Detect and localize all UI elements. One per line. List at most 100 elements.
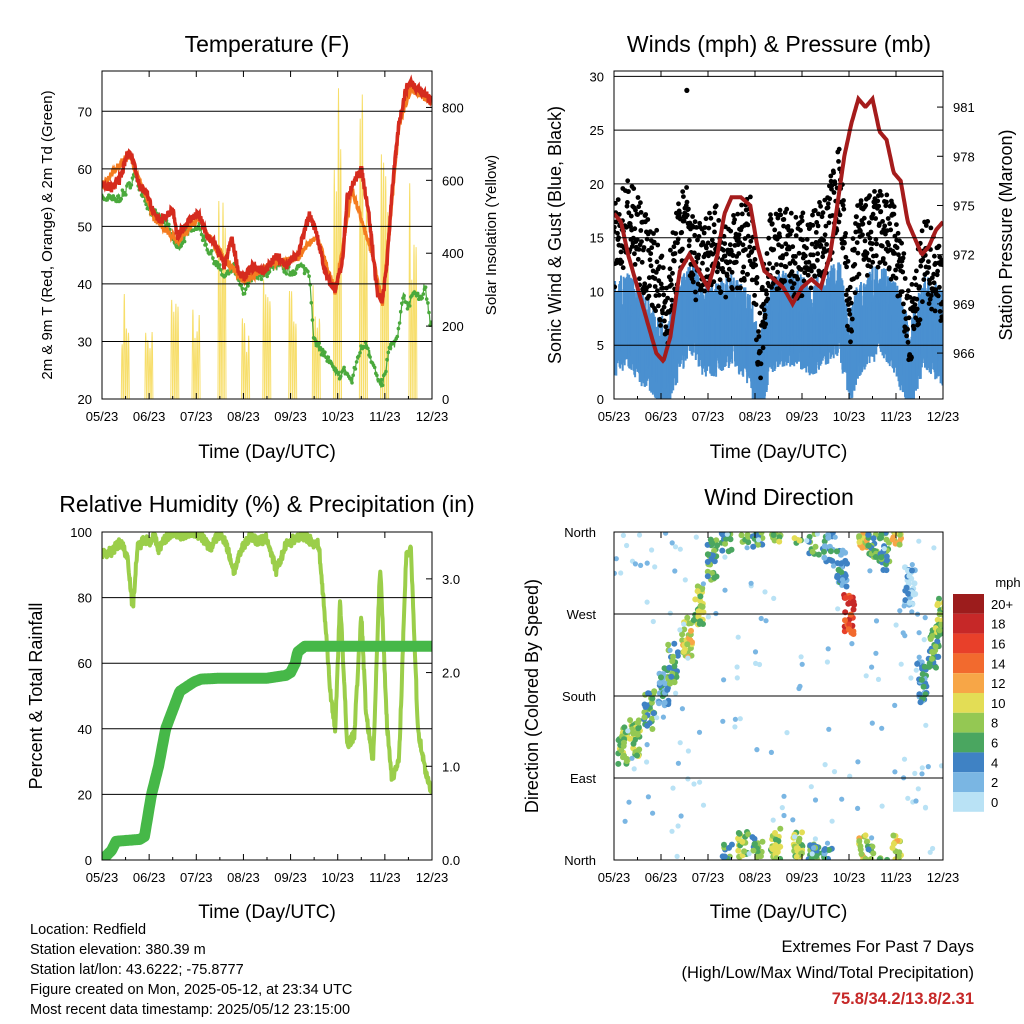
speed-legend-label: 4	[991, 755, 998, 770]
direction-point-calm	[691, 781, 697, 787]
direction-point-calm	[675, 760, 682, 766]
direction-point-calm	[744, 545, 750, 551]
gust-point	[873, 253, 879, 259]
gust-point	[856, 223, 861, 229]
gust-point	[914, 296, 920, 302]
direction-point-calm	[638, 562, 644, 569]
direction-xtick-label: 10/23	[833, 870, 866, 885]
gust-point	[767, 261, 772, 266]
gust-point	[672, 251, 678, 256]
gust-point	[820, 254, 826, 260]
direction-point	[870, 535, 877, 542]
dewpoint-point	[427, 310, 431, 315]
gust-point	[690, 279, 696, 285]
direction-point-calm	[919, 765, 925, 771]
direction-point	[858, 851, 865, 857]
direction-point	[656, 700, 662, 707]
gust-point	[878, 209, 884, 214]
gust-point	[756, 329, 761, 334]
direction-point-calm	[830, 563, 837, 569]
gust-point	[795, 276, 801, 282]
speed-legend-swatch	[953, 613, 984, 634]
direction-point-calm	[804, 538, 810, 544]
gust-point	[647, 283, 652, 289]
direction-point-calm	[696, 729, 703, 735]
gust-point	[731, 213, 736, 218]
gust-point	[721, 247, 726, 253]
gust-point	[818, 242, 824, 248]
gust-point	[626, 189, 631, 194]
dewpoint-point	[240, 286, 245, 291]
direction-point	[826, 847, 832, 853]
direction-point	[821, 543, 828, 550]
gust-point	[882, 261, 888, 266]
gust-point	[798, 267, 804, 272]
direction-point	[694, 588, 701, 595]
gust-point	[845, 323, 850, 329]
direction-point	[773, 855, 780, 860]
speed-legend-label: 18	[991, 617, 1005, 632]
dewpoint-point	[293, 271, 298, 276]
gust-point	[635, 212, 640, 218]
solar-insolation-cycle	[125, 328, 128, 399]
gust-point	[620, 265, 626, 271]
direction-point	[776, 534, 783, 541]
gust-point	[705, 267, 710, 272]
gust-point	[798, 227, 803, 233]
direction-point	[870, 850, 877, 857]
direction-point	[844, 560, 850, 567]
direction-plot-area	[614, 532, 943, 860]
gust-point	[796, 250, 802, 256]
direction-point	[856, 539, 863, 546]
gust-point	[657, 318, 663, 323]
gust-point	[668, 277, 674, 283]
gust-point	[818, 203, 823, 209]
gust-point	[745, 271, 750, 277]
gust-point	[792, 260, 798, 266]
gust-point	[657, 264, 662, 270]
gust-point	[768, 216, 774, 222]
direction-point-calm	[916, 654, 922, 660]
humidity-ytick-label: 100	[70, 525, 92, 540]
created-text: Figure created on Mon, 2025-05-12, at 23…	[30, 982, 353, 998]
direction-point-calm	[677, 546, 683, 552]
gust-point	[777, 207, 783, 213]
temperature-ytick-right-label: 0	[442, 392, 449, 407]
dewpoint-point	[395, 334, 400, 339]
gust-point	[769, 221, 775, 227]
gust-point	[842, 240, 847, 246]
direction-point	[936, 595, 942, 602]
direction-series	[614, 532, 943, 860]
direction-point-calm	[737, 716, 743, 722]
temperature-ytick-label: 30	[78, 334, 92, 349]
direction-point-calm	[674, 853, 680, 860]
direction-point	[649, 695, 656, 702]
direction-point	[684, 614, 691, 621]
gust-point	[855, 250, 861, 256]
direction-point	[674, 649, 681, 656]
gust-point	[872, 189, 877, 194]
gust-point	[836, 146, 842, 152]
gust-point	[831, 190, 837, 195]
dewpoint-point	[116, 194, 120, 198]
gust-point	[912, 302, 918, 308]
gust-point	[891, 204, 897, 210]
temperature-ytick-right-label: 200	[442, 319, 464, 334]
winds-xtick-label: 11/23	[880, 409, 912, 424]
dewpoint-point	[242, 291, 247, 296]
gust-point	[740, 242, 746, 248]
gust-point	[844, 264, 849, 270]
gust-point	[852, 262, 858, 267]
direction-point-calm	[724, 532, 730, 537]
direction-point	[708, 539, 715, 546]
gust-point	[660, 285, 666, 291]
gust-point	[867, 235, 873, 241]
solar-insolation-series	[120, 88, 418, 399]
direction-point-calm	[685, 776, 691, 782]
gust-point	[752, 293, 757, 298]
winds-ytick-right-label: 975	[953, 198, 975, 213]
gust-point	[684, 212, 690, 218]
temperature-title: Temperature (F)	[185, 31, 350, 57]
direction-point-calm	[685, 748, 692, 754]
gust-point	[643, 212, 649, 217]
